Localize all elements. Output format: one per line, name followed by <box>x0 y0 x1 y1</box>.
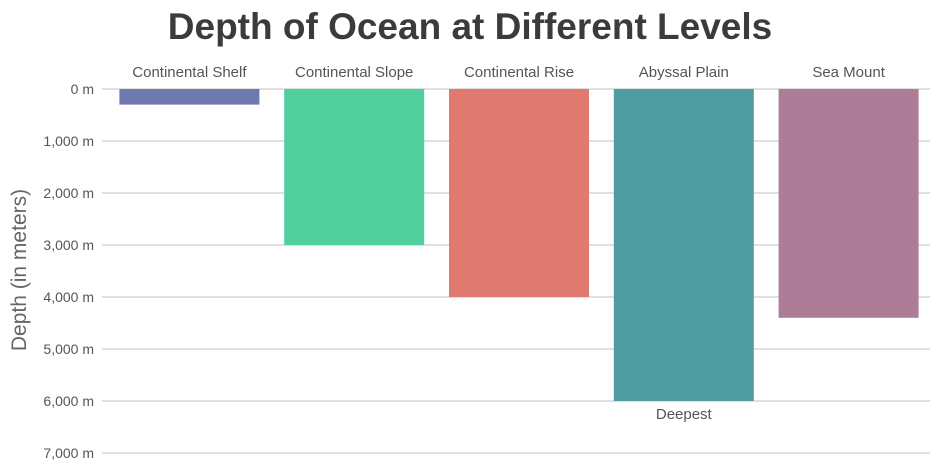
y-tick-label: 2,000 m <box>43 185 94 201</box>
y-axis-title: Depth (in meters) <box>8 189 31 351</box>
bar-sea-mount <box>778 89 919 318</box>
y-tick-label: 4,000 m <box>43 289 94 305</box>
category-label: Continental Shelf <box>132 64 247 81</box>
annotations: Deepest <box>656 406 713 423</box>
bars <box>119 89 919 401</box>
category-label: Abyssal Plain <box>639 64 729 81</box>
y-tick-label: 5,000 m <box>43 341 94 357</box>
bar-continental-slope <box>284 89 425 245</box>
annotation-label: Deepest <box>656 406 713 423</box>
bar-abyssal-plain <box>613 89 754 401</box>
category-label: Sea Mount <box>812 64 885 81</box>
category-label: Continental Rise <box>464 64 574 81</box>
y-tick-label: 1,000 m <box>43 133 94 149</box>
y-tick-label: 6,000 m <box>43 393 94 409</box>
y-tick-label: 3,000 m <box>43 237 94 253</box>
y-axis-ticks: 0 m 1,000 m 2,000 m 3,000 m 4,000 m 5,000 m 6,… <box>43 81 94 461</box>
category-labels: Continental Shelf Continental Slope Contin… <box>132 64 885 81</box>
bar-continental-shelf <box>119 89 260 105</box>
chart-title: Depth of Ocean at Different Levels <box>168 6 772 47</box>
category-label: Continental Slope <box>295 64 413 81</box>
y-tick-label: 7,000 m <box>43 445 94 461</box>
bar-continental-rise <box>449 89 589 297</box>
y-tick-label: 0 m <box>71 81 94 97</box>
